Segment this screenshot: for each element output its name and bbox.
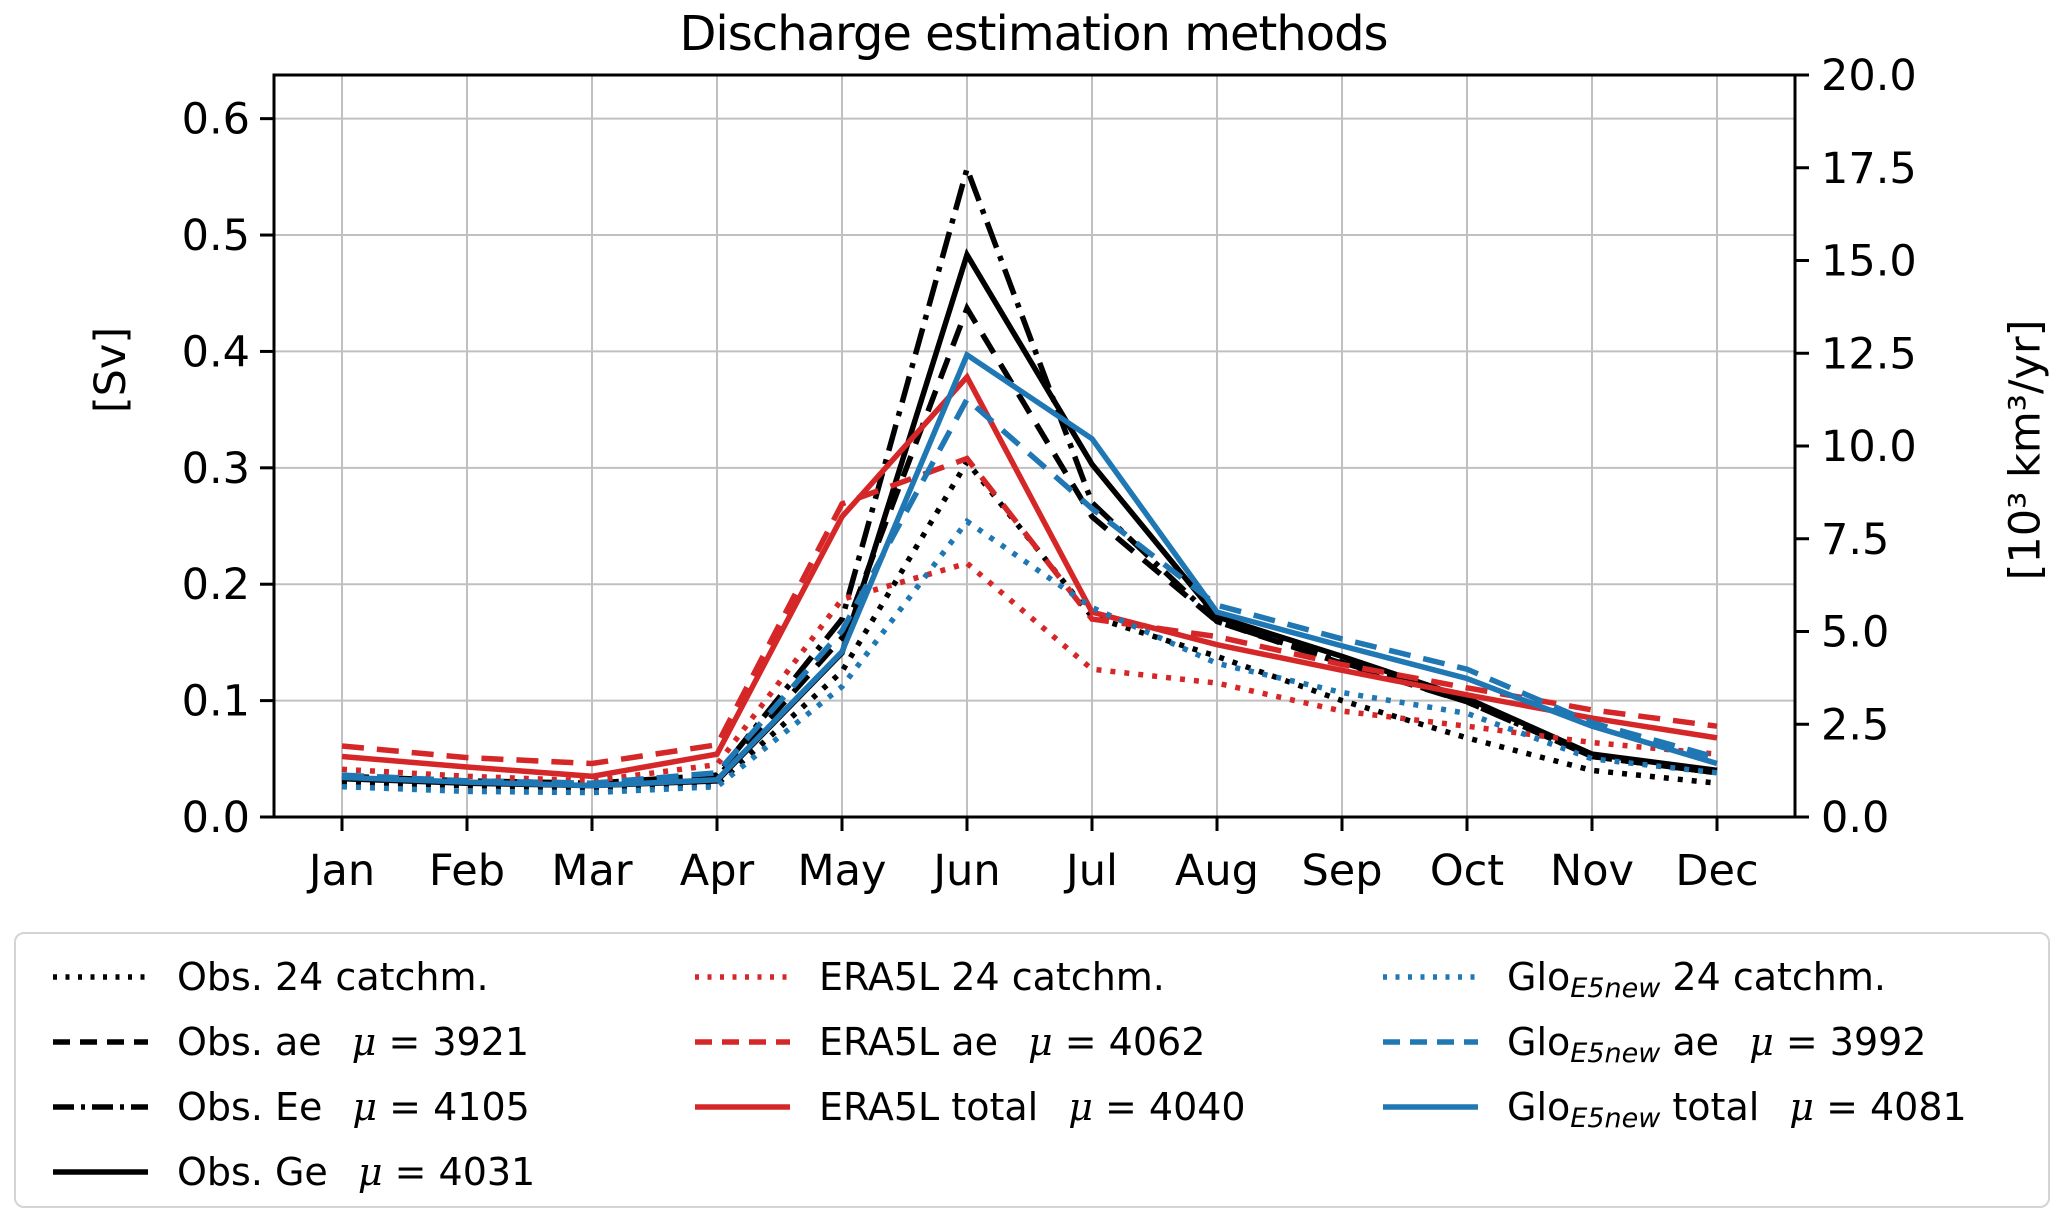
legend-label: Obs. ae xyxy=(177,1019,322,1064)
legend-label: Obs. 24 catchm. xyxy=(177,954,489,999)
legend-line-sample-dotted xyxy=(695,973,790,980)
y-right-tick-label: 17.5 xyxy=(1821,144,1917,194)
x-tick-label: Feb xyxy=(429,846,505,896)
legend-label: ERA5L total xyxy=(819,1084,1039,1129)
legend-column-2: ERA5L 24 catchm. ERA5L ae μ = 4062 ERA5L to… xyxy=(694,944,1246,1139)
series-line-obs-ee xyxy=(341,159,1718,786)
chart-title: Discharge estimation methods xyxy=(679,6,1388,62)
series-lines xyxy=(341,159,1718,796)
legend: Obs. 24 catchm. Obs. ae μ = 3921 Obs. Ee μ =… xyxy=(14,932,2050,1208)
legend-label: GloE5new total xyxy=(1507,1084,1760,1134)
legend-mu-value: μ = 4081 xyxy=(1789,1084,1967,1129)
y-right-tick-label: 5.0 xyxy=(1821,608,1889,658)
y-right-tick-label: 7.5 xyxy=(1821,515,1889,565)
legend-item-obs-ge: Obs. Ge μ = 4031 xyxy=(52,1139,535,1204)
legend-line-sample-solid xyxy=(695,1103,790,1110)
legend-label: Obs. Ge xyxy=(177,1149,328,1194)
legend-item-glo-ae: GloE5new ae μ = 3992 xyxy=(1382,1009,1967,1074)
legend-item-glo-total: GloE5new total μ = 4081 xyxy=(1382,1074,1967,1139)
legend-label: ERA5L 24 catchm. xyxy=(819,954,1165,999)
legend-column-3: GloE5new 24 catchm. GloE5new ae μ = 3992 Gl… xyxy=(1382,944,1967,1139)
y-right-tick-label: 10.0 xyxy=(1821,422,1917,472)
legend-item-obs-ee: Obs. Ee μ = 4105 xyxy=(52,1074,535,1139)
y-left-tick-label: 0.1 xyxy=(182,677,250,727)
series-line-obs-ae xyxy=(341,302,1718,788)
legend-line-sample-solid xyxy=(1383,1103,1478,1110)
series-line-glo-total xyxy=(341,350,1718,789)
y-left-tick-label: 0.6 xyxy=(182,95,250,145)
series-line-glo-ae xyxy=(341,394,1718,786)
series-line-era5l-total xyxy=(341,372,1718,780)
legend-item-era5l-24: ERA5L 24 catchm. xyxy=(694,944,1246,1009)
legend-line-sample-dashdot xyxy=(53,1103,148,1110)
legend-item-era5l-ae: ERA5L ae μ = 4062 xyxy=(694,1009,1246,1074)
legend-line-sample-dashed xyxy=(695,1038,790,1045)
legend-label: GloE5new 24 catchm. xyxy=(1507,954,1886,1004)
y-left-tick-label: 0.0 xyxy=(182,793,250,843)
y-right-tick-label: 20.0 xyxy=(1821,51,1917,101)
series-line-era5l-ae xyxy=(341,455,1718,767)
x-tick-label: Jan xyxy=(306,846,375,896)
y-left-tick-label: 0.2 xyxy=(182,560,250,610)
legend-line-sample-solid xyxy=(53,1168,148,1175)
x-tick-label: Aug xyxy=(1175,846,1259,896)
legend-mu-value: μ = 3992 xyxy=(1749,1019,1927,1064)
legend-item-era5l-total: ERA5L total μ = 4040 xyxy=(694,1074,1246,1139)
legend-label: GloE5new ae xyxy=(1507,1019,1720,1069)
x-tick-label: Sep xyxy=(1301,846,1382,896)
y-right-tick-label: 2.5 xyxy=(1821,700,1889,750)
legend-mu-value: μ = 4062 xyxy=(1027,1019,1206,1064)
legend-label: ERA5L ae xyxy=(819,1019,998,1064)
y-right-tick-label: 12.5 xyxy=(1821,329,1917,379)
x-tick-label: Apr xyxy=(680,846,755,896)
legend-item-glo-24: GloE5new 24 catchm. xyxy=(1382,944,1967,1009)
y-left-tick-label: 0.3 xyxy=(182,444,250,494)
legend-line-sample-dashed xyxy=(53,1038,148,1045)
axes: Jan Feb Mar Apr May Jun Jul Aug Sep Oct Nov Dec 0.0 0… xyxy=(182,51,1917,896)
x-tick-label: Mar xyxy=(551,846,632,896)
x-tick-label: May xyxy=(798,846,887,896)
series-line-era5l-24 xyxy=(341,560,1718,784)
legend-line-sample-dotted xyxy=(1383,973,1478,980)
legend-mu-value: μ = 3921 xyxy=(351,1019,530,1064)
legend-line-sample-dashed xyxy=(1383,1038,1478,1045)
legend-mu-value: μ = 4105 xyxy=(352,1084,530,1129)
legend-mu-value: μ = 4031 xyxy=(357,1149,536,1194)
legend-label: Obs. Ee xyxy=(177,1084,323,1129)
x-tick-label: Dec xyxy=(1675,846,1758,896)
x-tick-label: Oct xyxy=(1430,846,1504,896)
series-line-obs-24 xyxy=(341,457,1718,791)
x-tick-label: Nov xyxy=(1550,846,1634,896)
legend-item-obs-ae: Obs. ae μ = 3921 xyxy=(52,1009,535,1074)
y-right-tick-label: 15.0 xyxy=(1821,237,1917,287)
y-left-tick-label: 0.4 xyxy=(182,327,250,377)
series-line-glo-24 xyxy=(341,517,1718,796)
legend-mu-value: μ = 4040 xyxy=(1068,1084,1246,1129)
legend-line-sample-dotted xyxy=(53,973,148,980)
plot-area: Jan Feb Mar Apr May Jun Jul Aug Sep Oct Nov Dec 0.0 0… xyxy=(182,51,1917,896)
gridlines xyxy=(274,75,1795,818)
y-right-tick-label: 0.0 xyxy=(1821,793,1889,843)
x-tick-label: Jun xyxy=(930,846,1000,896)
legend-item-obs-24: Obs. 24 catchm. xyxy=(52,944,535,1009)
legend-column-1: Obs. 24 catchm. Obs. ae μ = 3921 Obs. Ee μ =… xyxy=(52,944,535,1204)
x-tick-label: Jul xyxy=(1063,846,1118,896)
y-left-tick-label: 0.5 xyxy=(182,211,250,261)
